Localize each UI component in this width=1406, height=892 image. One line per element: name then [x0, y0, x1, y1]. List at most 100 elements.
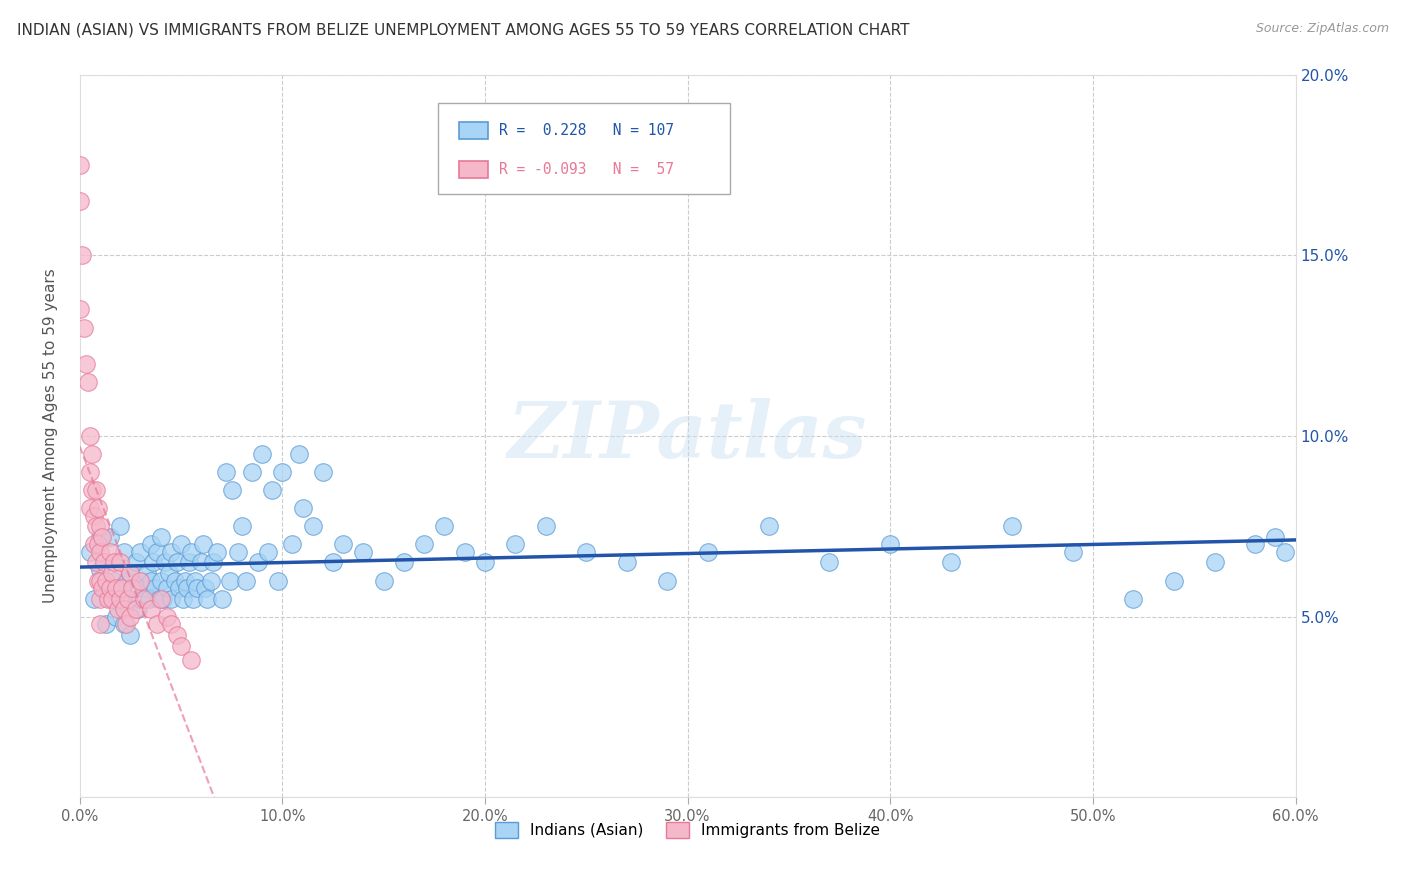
Point — [332, 537, 354, 551]
Point — [231, 519, 253, 533]
Point — [89, 591, 111, 606]
Point — [156, 581, 179, 595]
Point — [939, 556, 962, 570]
Point — [70, 248, 93, 262]
Point — [250, 447, 273, 461]
Point — [176, 581, 198, 595]
Point — [125, 556, 148, 570]
Text: ZIPatlas: ZIPatlas — [508, 398, 868, 475]
Point — [112, 602, 135, 616]
Point — [98, 530, 121, 544]
Point — [156, 609, 179, 624]
Point — [101, 591, 124, 606]
Point — [111, 581, 134, 595]
Point — [97, 591, 120, 606]
Point — [226, 544, 249, 558]
Point — [101, 566, 124, 581]
Point — [163, 574, 186, 588]
Point — [218, 574, 240, 588]
Point — [170, 639, 193, 653]
Point — [84, 519, 107, 533]
Point — [1244, 537, 1267, 551]
Point — [91, 530, 114, 544]
Point — [108, 581, 131, 595]
Point — [115, 574, 138, 588]
Point — [83, 537, 105, 551]
Point — [152, 591, 174, 606]
Point — [758, 519, 780, 533]
Point — [696, 544, 718, 558]
Point — [180, 544, 202, 558]
Point — [194, 581, 217, 595]
Point — [129, 591, 152, 606]
Point — [322, 556, 344, 570]
Point — [115, 616, 138, 631]
Point — [1264, 530, 1286, 544]
Point — [83, 508, 105, 523]
Point — [108, 556, 131, 570]
Point — [657, 574, 679, 588]
Point — [143, 581, 166, 595]
Point — [373, 574, 395, 588]
Point — [167, 581, 190, 595]
Point — [352, 544, 374, 558]
Point — [505, 537, 527, 551]
Point — [103, 556, 125, 570]
Point — [818, 556, 841, 570]
FancyBboxPatch shape — [458, 121, 488, 139]
Point — [180, 653, 202, 667]
Text: INDIAN (ASIAN) VS IMMIGRANTS FROM BELIZE UNEMPLOYMENT AMONG AGES 55 TO 59 YEARS : INDIAN (ASIAN) VS IMMIGRANTS FROM BELIZE… — [17, 22, 910, 37]
Text: R = -0.093   N =  57: R = -0.093 N = 57 — [499, 162, 673, 177]
Point — [166, 628, 188, 642]
Point — [89, 563, 111, 577]
Text: Source: ZipAtlas.com: Source: ZipAtlas.com — [1256, 22, 1389, 36]
Point — [433, 519, 456, 533]
Point — [534, 519, 557, 533]
Point — [89, 519, 111, 533]
Point — [76, 375, 98, 389]
Point — [80, 483, 103, 498]
Point — [1062, 544, 1084, 558]
Point — [108, 519, 131, 533]
Point — [129, 544, 152, 558]
Point — [1122, 591, 1144, 606]
Point — [281, 537, 304, 551]
Point — [120, 566, 142, 581]
Point — [135, 566, 157, 581]
Point — [139, 574, 162, 588]
Point — [174, 574, 197, 588]
Point — [138, 591, 160, 606]
Point — [89, 574, 111, 588]
Point — [262, 483, 284, 498]
Point — [69, 194, 91, 208]
Point — [157, 566, 180, 581]
Point — [312, 465, 335, 479]
Point — [94, 574, 117, 588]
Point — [267, 574, 290, 588]
Point — [149, 574, 172, 588]
Point — [89, 616, 111, 631]
Point — [107, 602, 129, 616]
Point — [207, 544, 229, 558]
Point — [105, 581, 128, 595]
Point — [170, 537, 193, 551]
Point — [111, 591, 134, 606]
Point — [193, 537, 215, 551]
Point — [121, 581, 143, 595]
Point — [120, 628, 142, 642]
Point — [160, 591, 183, 606]
Point — [160, 616, 183, 631]
Point — [98, 581, 121, 595]
Point — [160, 544, 183, 558]
Point — [257, 544, 280, 558]
Point — [125, 602, 148, 616]
Point — [79, 465, 101, 479]
Point — [202, 556, 225, 570]
Point — [101, 591, 124, 606]
Point — [879, 537, 901, 551]
Point — [87, 574, 110, 588]
Point — [105, 609, 128, 624]
Point — [1204, 556, 1226, 570]
Point — [124, 581, 146, 595]
Point — [148, 591, 170, 606]
